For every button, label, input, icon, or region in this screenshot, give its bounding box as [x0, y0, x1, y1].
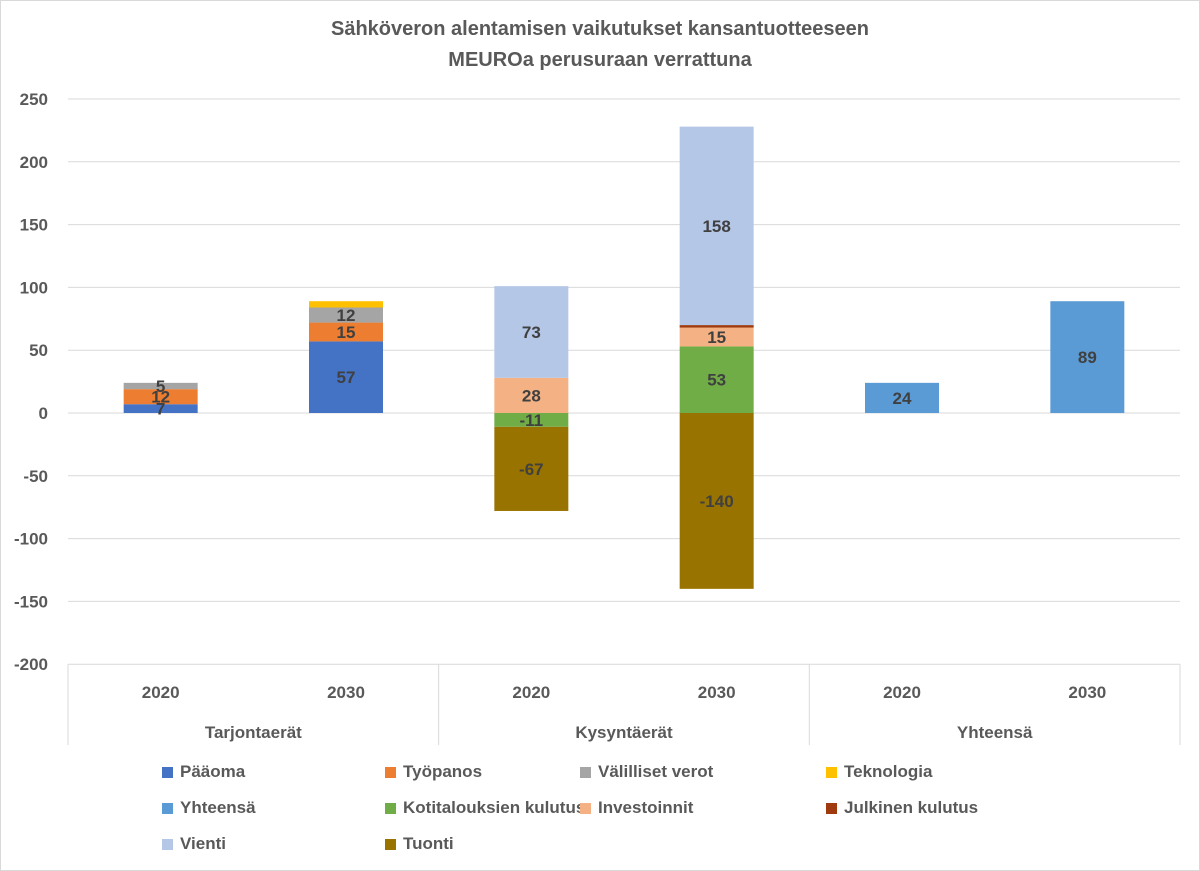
bar-segment [309, 301, 383, 308]
legend-item: Pääoma [162, 762, 245, 782]
y-tick-label: 200 [20, 153, 48, 172]
legend-item: Julkinen kulutus [826, 798, 978, 818]
data-label: 73 [522, 323, 541, 342]
legend-swatch [385, 766, 396, 778]
legend-swatch [580, 802, 591, 814]
y-tick-label: 0 [39, 404, 48, 423]
data-label: 12 [151, 388, 170, 407]
data-label: 12 [337, 306, 356, 325]
y-tick-label: 50 [29, 341, 48, 360]
legend-item: Vienti [162, 834, 226, 854]
chart-title: Sähköveron alentamisen vaikutukset kansa… [331, 18, 869, 40]
bar-segment [679, 413, 754, 589]
y-tick-label: -150 [14, 592, 48, 611]
data-label: 89 [1078, 348, 1097, 367]
bar-segment [309, 307, 383, 323]
bar-segment [679, 325, 754, 328]
data-label: 158 [702, 217, 730, 236]
data-label: 15 [337, 323, 356, 342]
legend-item: Investoinnit [580, 798, 693, 818]
bar-segment [309, 322, 383, 342]
bar-segment [123, 389, 198, 405]
group-label: Yhteensä [957, 723, 1033, 742]
legend-item: Kotitalouksien kulutus [385, 798, 585, 818]
bar-segment [123, 382, 198, 390]
legend-label: Julkinen kulutus [844, 798, 979, 817]
legend-label: Kotitalouksien kulutus [403, 798, 586, 817]
legend-swatch [580, 766, 591, 778]
x-tick-label: 2020 [512, 683, 550, 702]
legend-swatch [162, 766, 173, 778]
legend-label: Investoinnit [598, 798, 694, 817]
chart-subtitle: MEUROa perusuraan verrattuna [448, 49, 752, 71]
y-tick-label: -200 [14, 655, 48, 674]
bar-segment [865, 382, 939, 413]
bar-segment [494, 377, 569, 413]
bar-segment [679, 126, 754, 326]
bar-segment [494, 286, 569, 378]
legend-label: Pääoma [180, 762, 246, 781]
legend-label: Välilliset verot [598, 762, 714, 781]
legend-swatch [162, 802, 173, 814]
data-label: -11 [520, 411, 544, 430]
data-label: 7 [156, 400, 165, 419]
x-tick-label: 2020 [142, 683, 180, 702]
legend-swatch [162, 838, 173, 850]
bar-segment [123, 404, 198, 413]
bar-segment [494, 413, 569, 427]
y-tick-label: 100 [20, 278, 48, 297]
group-label: Kysyntäerät [575, 723, 673, 742]
data-label: -140 [700, 492, 734, 511]
data-label: 28 [522, 386, 541, 405]
group-label: Tarjontaerät [205, 723, 302, 742]
bar-segment [679, 327, 754, 347]
data-label: 15 [707, 328, 726, 347]
legend-label: Yhteensä [180, 798, 256, 817]
data-label: 24 [893, 389, 912, 408]
legend-swatch [385, 802, 396, 814]
legend-item: Teknologia [826, 762, 932, 782]
data-label: 57 [337, 368, 356, 387]
y-tick-label: 250 [20, 90, 48, 109]
x-tick-label: 2030 [327, 683, 365, 702]
legend-label: Vienti [180, 834, 226, 853]
y-tick-label: -100 [14, 530, 48, 549]
legend-label: Tuonti [403, 834, 454, 853]
x-tick-label: 2020 [883, 683, 921, 702]
legend-item: Yhteensä [162, 798, 256, 818]
y-tick-label: 150 [20, 216, 48, 235]
legend-label: Työpanos [403, 762, 483, 781]
bar-segment [679, 346, 754, 413]
legend-item: Tuonti [385, 834, 454, 854]
legend-swatch [826, 802, 837, 814]
bar-segment [1050, 301, 1125, 413]
data-label: -67 [519, 460, 544, 479]
legend-swatch [385, 838, 396, 850]
bar-segment [309, 341, 383, 413]
legend-item: Työpanos [385, 762, 482, 782]
data-label: 5 [156, 377, 165, 396]
legend-item: Välilliset verot [580, 762, 713, 782]
legend-label: Teknologia [844, 762, 933, 781]
bar-segment [494, 426, 569, 511]
data-label: 53 [707, 371, 726, 390]
x-tick-label: 2030 [698, 683, 736, 702]
y-tick-label: -50 [23, 467, 48, 486]
legend-swatch [826, 766, 837, 778]
x-tick-label: 2030 [1068, 683, 1106, 702]
